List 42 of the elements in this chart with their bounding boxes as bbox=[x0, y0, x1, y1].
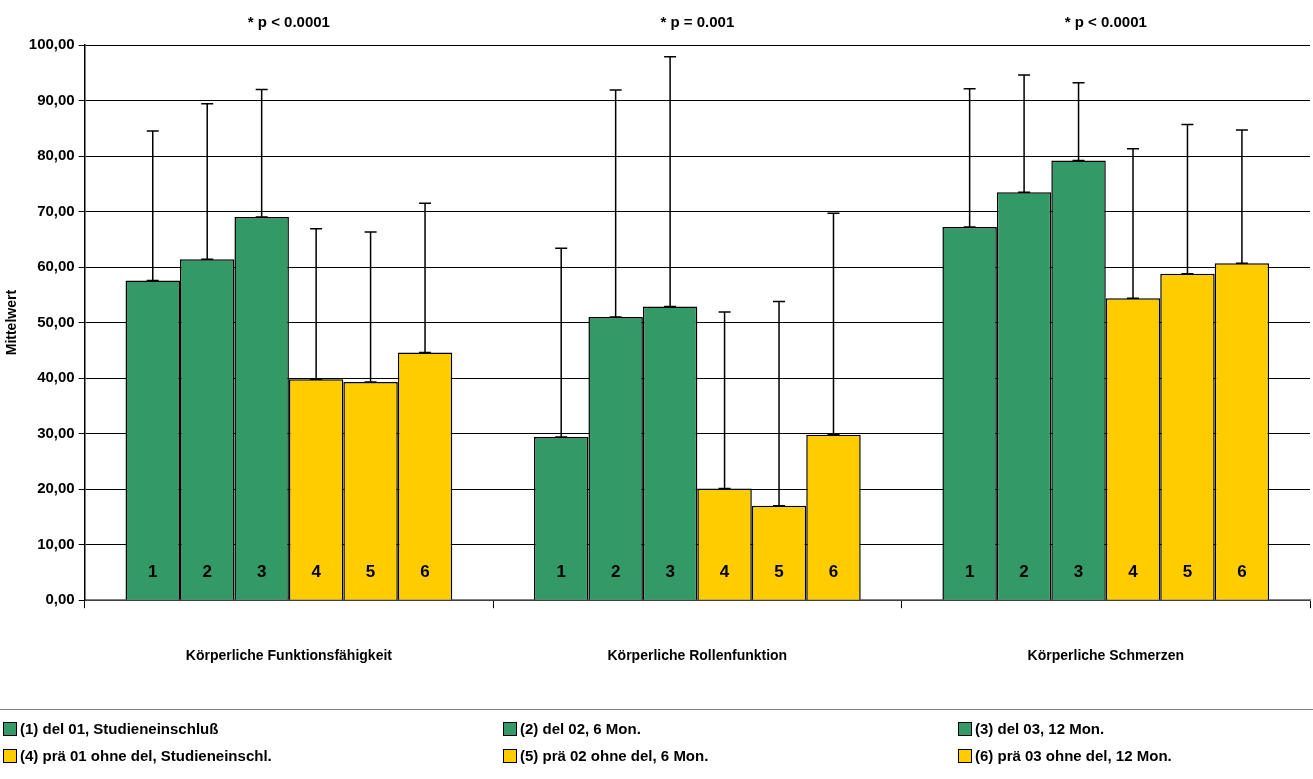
y-tick-label: 60,00 bbox=[37, 257, 75, 275]
legend-label: (2) del 02, 6 Mon. bbox=[520, 720, 641, 737]
y-tick-label: 70,00 bbox=[37, 201, 75, 219]
annotation: 5 bbox=[774, 561, 784, 581]
annotation: 4 bbox=[719, 561, 730, 581]
annotation: 1 bbox=[148, 561, 158, 581]
legend-label: (1) del 01, Studieneinschluß bbox=[20, 720, 219, 737]
annotation: 3 bbox=[1073, 561, 1084, 581]
annotation: 5 bbox=[365, 561, 376, 581]
x-tick-label: Körperliche Schmerzen bbox=[1027, 647, 1184, 664]
annotation: 1 bbox=[964, 561, 975, 581]
y-tick-label: 20,00 bbox=[37, 479, 75, 497]
annotation: 6 bbox=[828, 561, 839, 581]
annotation: 4 bbox=[1128, 561, 1139, 581]
legend-label: (3) del 03, 12 Mon. bbox=[975, 720, 1105, 737]
annotation: 3 bbox=[256, 561, 267, 581]
annotation: 2 bbox=[1019, 561, 1029, 581]
annotation: 4 bbox=[311, 561, 322, 581]
annotation: 6 bbox=[1237, 561, 1247, 581]
y-tick-label: 90,00 bbox=[37, 90, 75, 108]
y-tick-label: 80,00 bbox=[37, 146, 75, 164]
text: * p < 0.0001 bbox=[247, 13, 330, 31]
x-tick-label: Körperliche Rollenfunktion bbox=[607, 647, 788, 664]
y-tick-label: 0,00 bbox=[45, 590, 75, 608]
annotation: 2 bbox=[610, 561, 621, 581]
text: * p = 0.001 bbox=[660, 13, 735, 31]
text: * p < 0.0001 bbox=[1064, 13, 1147, 31]
annotation: 5 bbox=[1182, 561, 1193, 581]
y-tick-label: 30,00 bbox=[37, 423, 75, 441]
annotation: 3 bbox=[665, 561, 675, 581]
y-axis-title: Mittelwert bbox=[3, 289, 20, 356]
y-tick-label: 100,00 bbox=[28, 35, 75, 53]
annotation: 2 bbox=[202, 561, 212, 581]
y-tick-label: 50,00 bbox=[37, 312, 75, 330]
x-tick-label: Körperliche Funktionsfähigkeit bbox=[185, 647, 393, 664]
annotation: 6 bbox=[420, 561, 430, 581]
y-tick-label: 40,00 bbox=[37, 368, 75, 386]
annotation: 1 bbox=[556, 561, 566, 581]
legend-label: (6) prä 03 ohne del, 12 Mon. bbox=[975, 747, 1172, 764]
y-tick-label: 10,00 bbox=[37, 534, 75, 552]
legend-label: (5) prä 02 ohne del, 6 Mon. bbox=[520, 747, 709, 764]
legend-label: (4) prä 01 ohne del, Studieneinschl. bbox=[20, 747, 272, 764]
